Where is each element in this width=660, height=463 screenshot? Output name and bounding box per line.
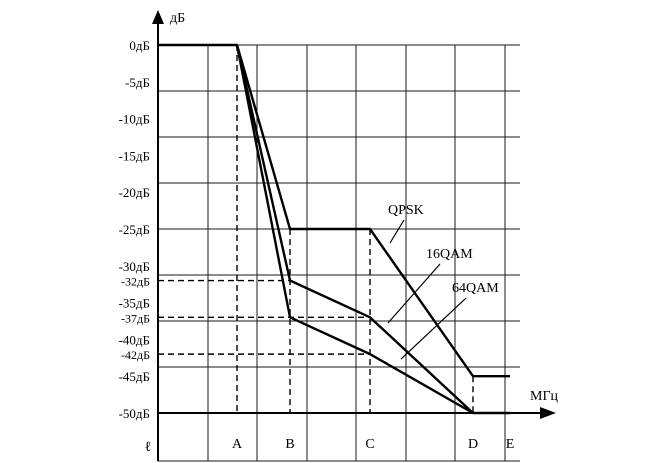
x-axis-unit: МГц bbox=[530, 389, 559, 404]
series-label-leader bbox=[387, 263, 441, 324]
series-line-qpsk bbox=[158, 43, 510, 378]
series-label-leader bbox=[389, 219, 405, 244]
y-tick-label: -20дБ bbox=[119, 185, 150, 200]
x-tick-label: B bbox=[285, 437, 294, 452]
y-tick-label: -5дБ bbox=[125, 75, 150, 90]
x-tick-label: E bbox=[506, 437, 515, 452]
x-tick-label: D bbox=[468, 437, 478, 452]
x-axis-arrow bbox=[540, 407, 556, 419]
reference-lines bbox=[158, 45, 474, 413]
series-label-leader bbox=[400, 297, 467, 360]
y-tick-label: -40дБ bbox=[119, 332, 150, 347]
y-tick-label: -32дБ bbox=[121, 275, 150, 289]
y-tick-label: -42дБ bbox=[121, 348, 150, 362]
y-tick-label: -25дБ bbox=[119, 222, 150, 237]
series-label: 64QAM bbox=[452, 281, 499, 296]
series bbox=[157, 43, 511, 415]
y-tick-label: -45дБ bbox=[119, 369, 150, 384]
y-axis-arrow bbox=[152, 10, 164, 24]
y-tick-label: -15дБ bbox=[119, 148, 150, 163]
axes bbox=[152, 10, 556, 461]
y-tick-label: 0дБ bbox=[129, 38, 150, 53]
y-tick-label: -10дБ bbox=[119, 112, 150, 127]
labels: QPSK 16QAM 64QAM 0дБ -5дБ -10дБ -15дБ -20дБ -25д… bbox=[119, 11, 559, 455]
y-tick-label: -35дБ bbox=[119, 296, 150, 311]
x-tick-label: C bbox=[365, 437, 374, 452]
y-tick-label: -37дБ bbox=[121, 311, 150, 325]
series-line-16qam bbox=[235, 44, 474, 414]
y-axis-unit: дБ bbox=[170, 11, 185, 26]
y-tick-label: -50дБ bbox=[119, 406, 150, 421]
y-tick-label: -30дБ bbox=[119, 259, 150, 274]
series-label: 16QAM bbox=[426, 247, 473, 262]
origin-label: ℓ bbox=[145, 440, 152, 455]
series-label: QPSK bbox=[388, 203, 424, 218]
x-tick-label: A bbox=[232, 437, 243, 452]
